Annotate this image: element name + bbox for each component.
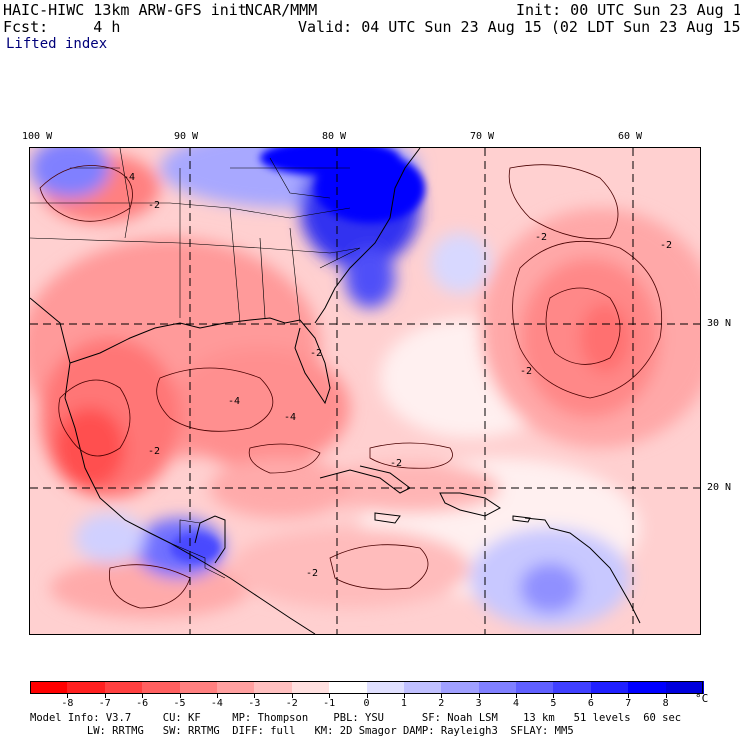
- colorbar-tick: [516, 694, 518, 698]
- physics-info-line: LW: RRTMG SW: RRTMG DIFF: full KM: 2D Sm…: [30, 725, 574, 737]
- colorbar-tick: [104, 694, 106, 698]
- colorbar-swatch: [628, 681, 667, 694]
- lon-label-70w: 70 W: [470, 131, 495, 142]
- lat-label-20n: 20 N: [707, 482, 732, 493]
- colorbar-tick: [553, 694, 555, 698]
- map-canvas: -4 -2 -4 -2 -2 -4 -2 -2 -2 -2 -2: [30, 148, 700, 634]
- colorbar-tick: [291, 694, 293, 698]
- lifted-index-map: -4 -2 -4 -2 -2 -4 -2 -2 -2 -2 -2: [29, 147, 701, 635]
- organization-label: NCAR/MMM: [245, 1, 318, 19]
- init-time: Init: 00 UTC Sun 23 Aug 15: [516, 1, 740, 19]
- colorbar-unit: °C: [695, 692, 709, 705]
- contour-label: -4: [123, 172, 135, 183]
- colorbar-swatch: [291, 681, 330, 694]
- colorbar-swatch: [254, 681, 293, 694]
- colorbar-label: 2: [438, 698, 445, 709]
- colorbar-tick: [366, 694, 368, 698]
- colorbar-label: -2: [285, 698, 298, 709]
- contour-label: -4: [284, 412, 296, 423]
- lon-label-80w: 80 W: [322, 131, 347, 142]
- colorbar-label: 8: [662, 698, 669, 709]
- colorbar-swatch: [104, 681, 143, 694]
- colorbar-tick: [142, 694, 144, 698]
- colorbar-label: -4: [210, 698, 223, 709]
- colorbar-label: 3: [475, 698, 482, 709]
- colorbar-tick: [216, 694, 218, 698]
- colorbar-tick: [590, 694, 592, 698]
- contour-label: -2: [390, 458, 402, 469]
- forecast-hour: Fcst: 4 h: [3, 18, 121, 36]
- colorbar-swatch: [67, 681, 106, 694]
- colorbar-swatch: [142, 681, 181, 694]
- valid-time: Valid: 04 UTC Sun 23 Aug 15 (02 LDT Sun …: [298, 18, 740, 36]
- lon-label-60w: 60 W: [618, 131, 643, 142]
- contour-label: -4: [228, 396, 240, 407]
- colorbar-label: -5: [173, 698, 186, 709]
- colorbar-tick: [478, 694, 480, 698]
- colorbar-swatch: [403, 681, 442, 694]
- colorbar-tick: [665, 694, 667, 698]
- colorbar-label: 7: [625, 698, 632, 709]
- stable-cores: [170, 148, 425, 563]
- field-shading: [30, 148, 700, 628]
- colorbar-label: 6: [587, 698, 594, 709]
- colorbar-swatch: [329, 681, 368, 694]
- contour-labels: -4 -2 -4 -2 -2 -4 -2 -2 -2 -2 -2: [123, 172, 672, 579]
- model-title: HAIC-HIWC 13km ARW-GFS init: [3, 1, 247, 19]
- contour-label: -2: [148, 446, 160, 457]
- colorbar-label: 1: [400, 698, 407, 709]
- colorbar-tick: [67, 694, 69, 698]
- colorbar-swatch: [516, 681, 555, 694]
- contour-lines: [39, 164, 663, 609]
- contour-label: -2: [148, 200, 160, 211]
- colorbar-label: -7: [98, 698, 111, 709]
- colorbar-tick: [403, 694, 405, 698]
- political-boundaries: [30, 148, 361, 579]
- colorbar-swatch: [553, 681, 592, 694]
- lat-label-30n: 30 N: [707, 318, 732, 329]
- colorbar-label: -6: [136, 698, 149, 709]
- colorbar-label: -8: [61, 698, 74, 709]
- colorbar-label: 0: [363, 698, 370, 709]
- colorbar-swatch: [590, 681, 629, 694]
- lon-label-100w: 100 W: [22, 131, 53, 142]
- colorbar-swatch: [478, 681, 517, 694]
- colorbar-label: -3: [248, 698, 261, 709]
- colorbar-swatch: [216, 681, 255, 694]
- colorbar-swatch: [179, 681, 218, 694]
- colorbar-swatch: [366, 681, 405, 694]
- colorbar-label: -1: [323, 698, 336, 709]
- colorbar-swatch: [30, 681, 68, 694]
- contour-label: -2: [535, 232, 547, 243]
- contour-label: -2: [660, 240, 672, 251]
- field-name: Lifted index: [6, 36, 108, 52]
- contour-label: -2: [520, 366, 532, 377]
- colorbar-swatch: [441, 681, 480, 694]
- lon-label-90w: 90 W: [174, 131, 199, 142]
- colorbar-tick: [441, 694, 443, 698]
- colorbar-label: 4: [513, 698, 520, 709]
- model-info-line: Model Info: V3.7 CU: KF MP: Thompson PBL…: [30, 712, 682, 724]
- contour-label: -2: [310, 348, 322, 359]
- coastlines: [30, 148, 641, 634]
- colorbar-tick: [628, 694, 630, 698]
- contour-label: -2: [306, 568, 318, 579]
- lat-lon-grid: [30, 148, 700, 634]
- colorbar-frame: [30, 681, 703, 694]
- colorbar-tick: [179, 694, 181, 698]
- colorbar-tick: [254, 694, 256, 698]
- colorbar-swatch: [665, 681, 704, 694]
- colorbar-label: 5: [550, 698, 557, 709]
- colorbar-tick: [329, 694, 331, 698]
